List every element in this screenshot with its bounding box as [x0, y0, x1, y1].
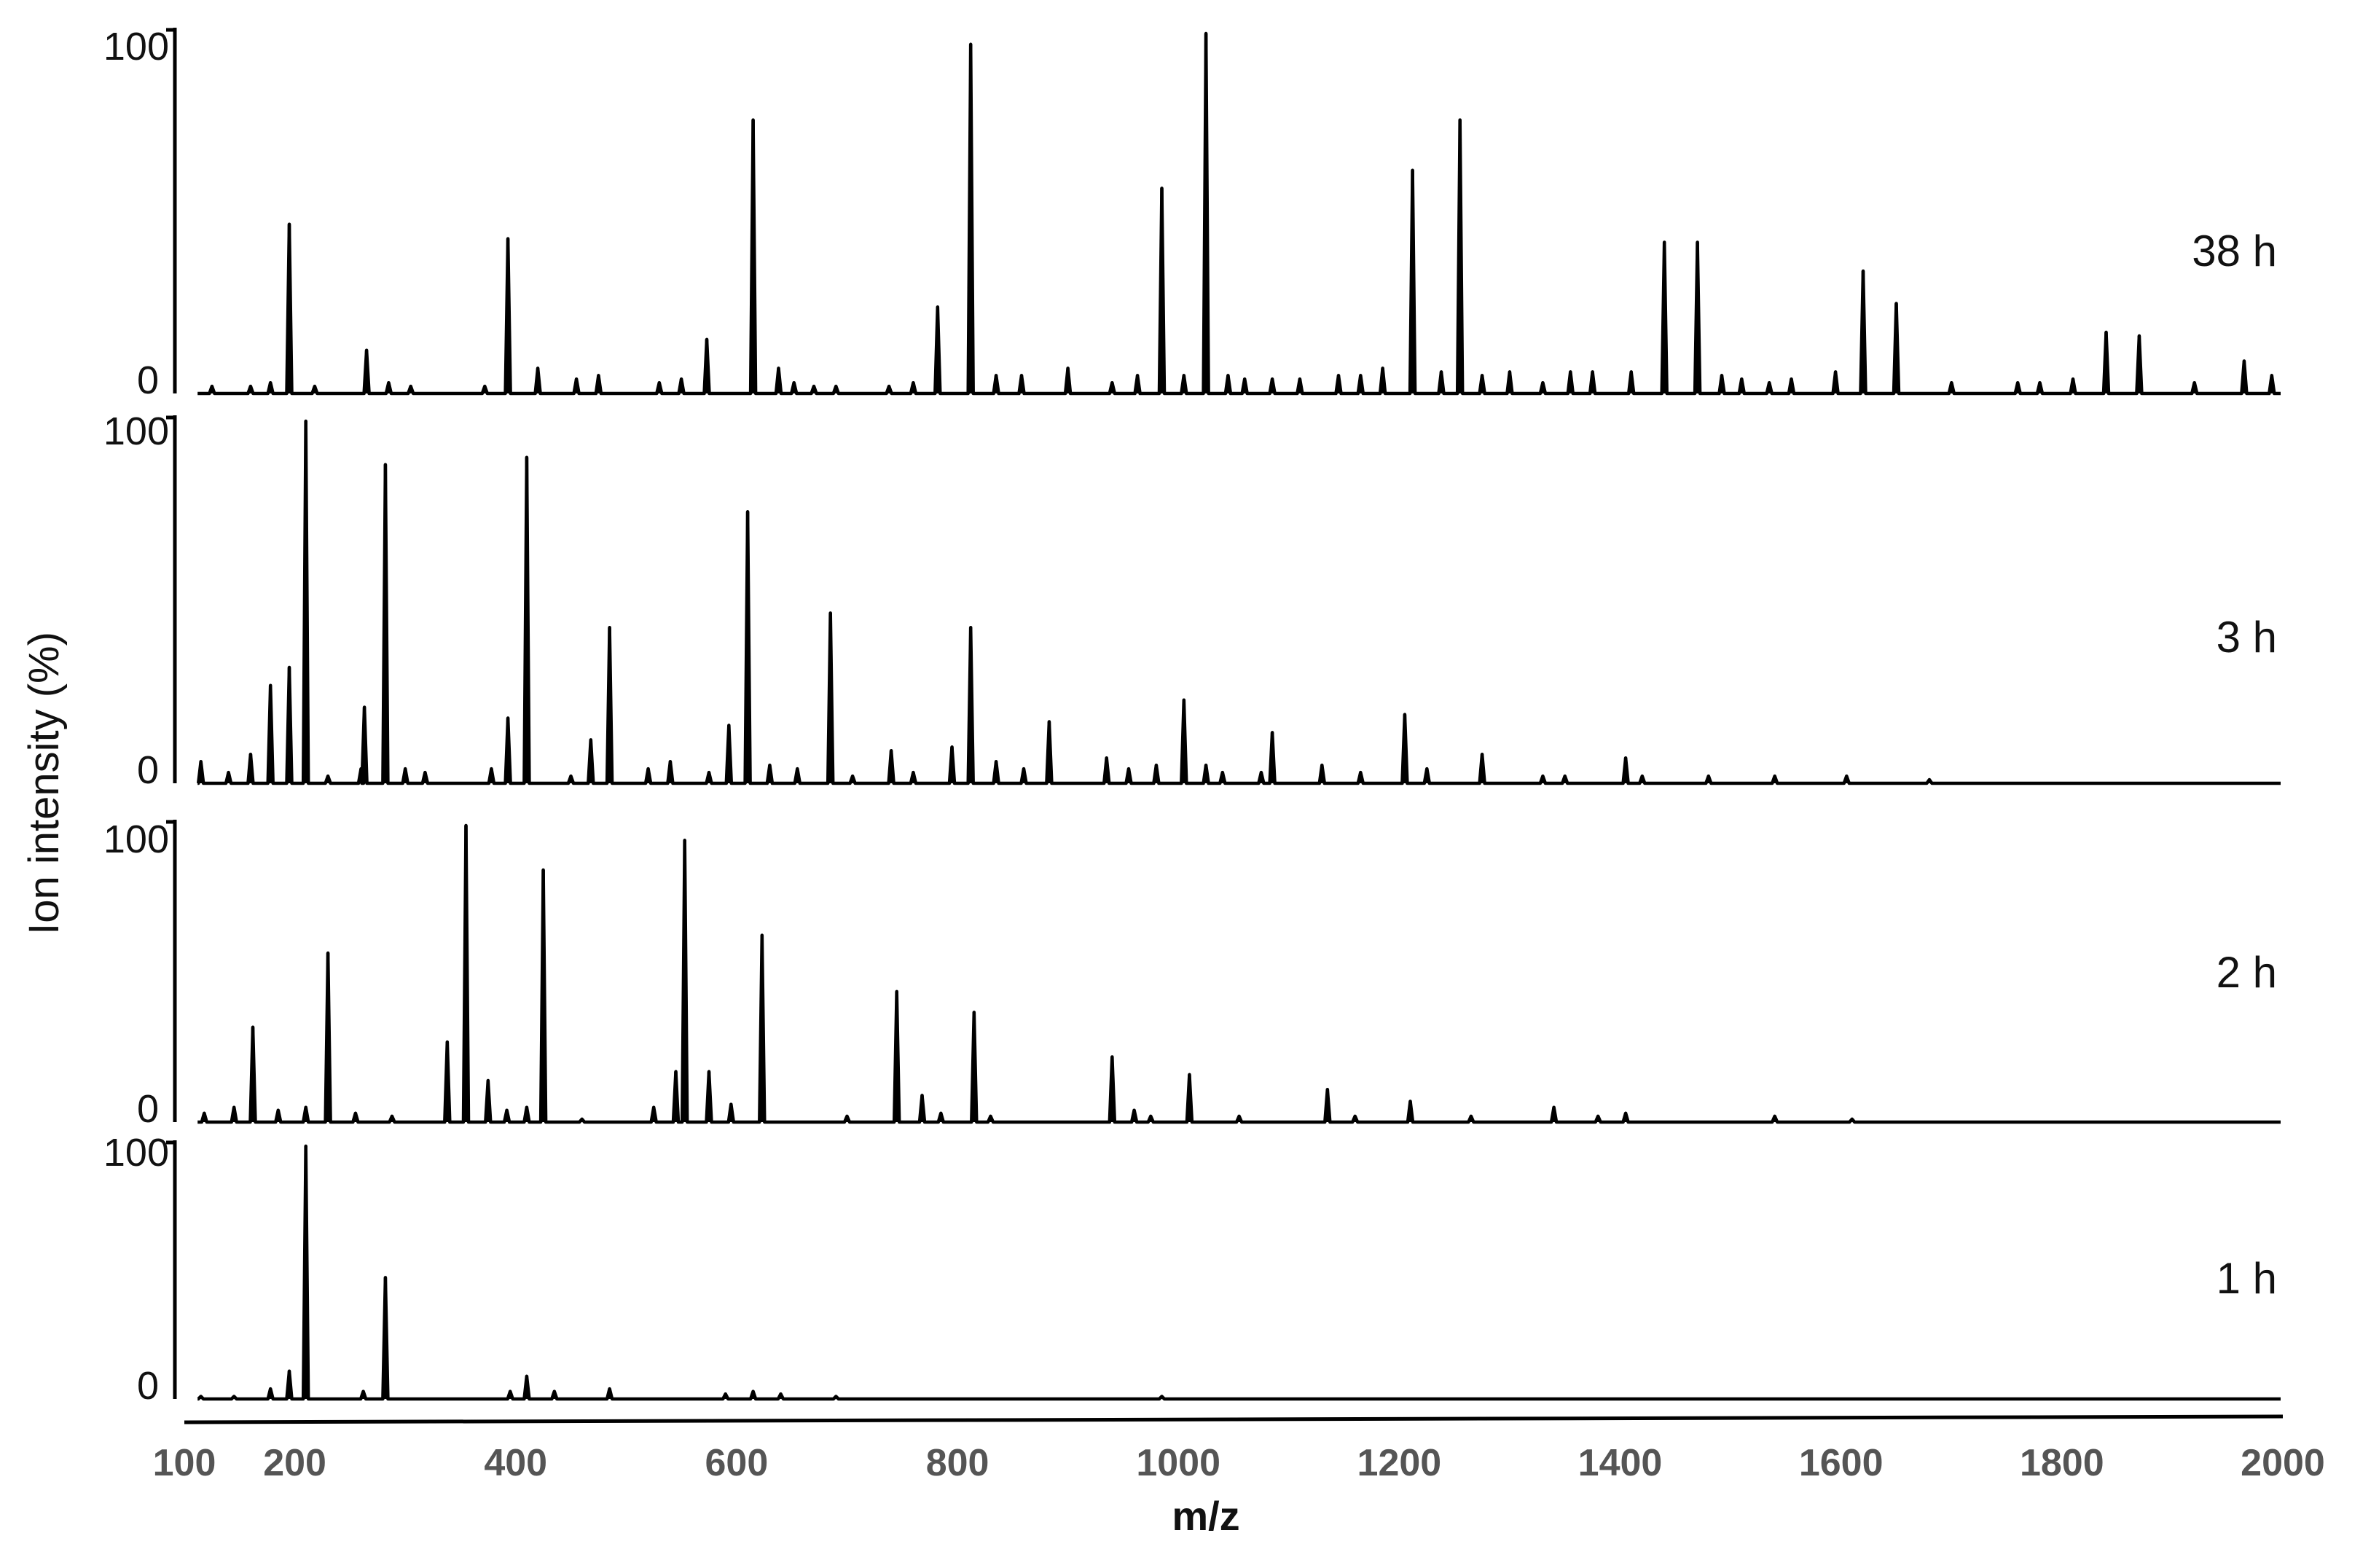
spectrum-trace: [196, 419, 2281, 785]
spectrum-panel: 100 0 3 h: [103, 409, 2281, 792]
spectrum-panel: 100 0 38 h: [103, 25, 2281, 402]
panel-label: 3 h: [2217, 613, 2277, 662]
x-tick-labels: 100 200 400 600 800 1000 1200 1400 1600 1800 2000: [153, 1442, 2325, 1484]
y-tick-label: 0: [137, 1364, 159, 1408]
spectrum-panel: 100 0 2 h: [103, 818, 2281, 1131]
spectrum-trace: [196, 1144, 2281, 1401]
y-tick-label: 0: [137, 1087, 159, 1131]
x-tick-label: 1000: [1136, 1442, 1220, 1484]
panel-label: 38 h: [2192, 227, 2277, 275]
x-tick-label: 600: [705, 1442, 769, 1484]
x-tick-label: 400: [484, 1442, 547, 1484]
spectrum-panel: 100 0 1 h: [103, 1131, 2281, 1408]
x-tick-label: 1800: [2020, 1442, 2104, 1484]
y-tick-label: 100: [103, 25, 169, 68]
x-tick-label: 800: [926, 1442, 989, 1484]
x-tick-label: 200: [263, 1442, 326, 1484]
y-tick-label: 100: [103, 818, 169, 861]
x-axis-title: m/z: [1172, 1493, 1239, 1539]
y-axis-title: Ion intensity (%): [20, 632, 68, 935]
x-tick-label: 1600: [1799, 1442, 1884, 1484]
y-tick-label: 100: [103, 409, 169, 453]
x-tick-label: 100: [153, 1442, 216, 1484]
y-tick-label: 0: [137, 358, 159, 402]
x-axis: 100 200 400 600 800 1000 1200 1400 1600 1800 2000: [153, 1414, 2325, 1484]
x-axis-line: [184, 1414, 2284, 1424]
y-tick-label: 0: [137, 748, 159, 792]
spectrum-trace: [197, 31, 2281, 396]
x-tick-label: 2000: [2241, 1442, 2325, 1484]
y-tick-label: 100: [103, 1131, 169, 1175]
spectrum-trace: [197, 823, 2281, 1124]
panel-label: 1 h: [2217, 1254, 2277, 1303]
panel-label: 2 h: [2217, 948, 2277, 997]
x-tick-label: 1200: [1357, 1442, 1442, 1484]
x-tick-label: 1400: [1578, 1442, 1663, 1484]
